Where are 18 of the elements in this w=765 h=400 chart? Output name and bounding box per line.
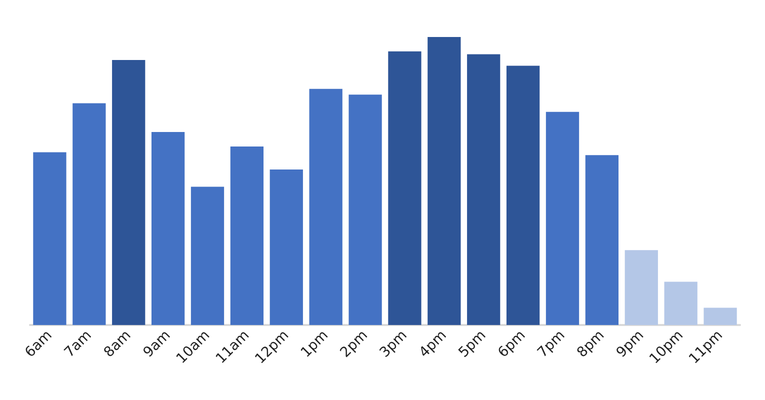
bar [33, 152, 66, 325]
bar [704, 308, 737, 325]
bar [388, 51, 422, 325]
bar [624, 250, 658, 325]
bar [664, 282, 698, 325]
bar [348, 94, 382, 325]
bar [190, 186, 224, 325]
bar [546, 112, 580, 325]
bar [151, 132, 185, 325]
bar [428, 37, 461, 325]
bar [230, 146, 264, 325]
bar [506, 66, 540, 325]
bar [309, 88, 342, 325]
bar [112, 60, 146, 325]
bar [585, 155, 619, 325]
bar [467, 54, 500, 325]
bar [72, 103, 106, 325]
bar [270, 169, 303, 325]
